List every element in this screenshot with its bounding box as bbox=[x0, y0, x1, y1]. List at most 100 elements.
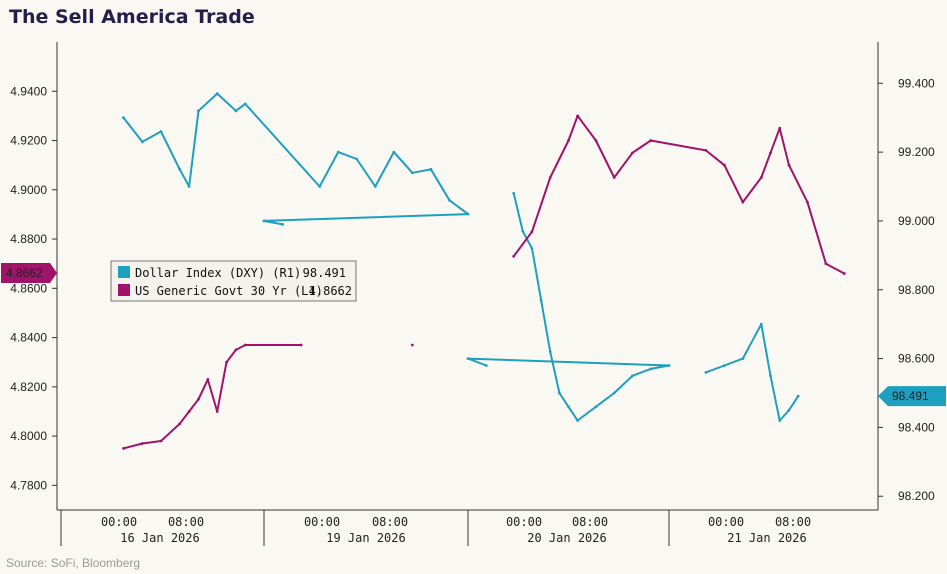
series-point-yield bbox=[206, 378, 210, 381]
x-day-label: 21 Jan 2026 bbox=[727, 531, 806, 545]
series-point-dxy bbox=[178, 167, 182, 171]
series-point-yield bbox=[612, 176, 616, 179]
series-point-yield bbox=[410, 343, 414, 347]
series-point-dxy bbox=[243, 102, 247, 106]
right-tick-label: 99.000 bbox=[898, 214, 935, 228]
series-point-dxy bbox=[215, 92, 219, 96]
x-tick-label: 00:00 bbox=[101, 515, 137, 529]
series-point-dxy bbox=[557, 391, 561, 395]
series-point-yield bbox=[215, 410, 219, 413]
x-tick-label: 08:00 bbox=[572, 515, 608, 529]
series-point-dxy bbox=[466, 357, 470, 360]
x-tick-label: 08:00 bbox=[168, 515, 204, 529]
series-point-dxy bbox=[281, 222, 284, 226]
right-tick-label: 98.600 bbox=[898, 352, 935, 366]
legend-box bbox=[110, 260, 357, 302]
series-point-dxy bbox=[355, 157, 359, 161]
series-point-dxy bbox=[649, 367, 653, 371]
x-tick-label: 08:00 bbox=[372, 515, 408, 529]
left-tick-label: 4.8800 bbox=[10, 232, 47, 246]
series-point-yield bbox=[243, 343, 247, 347]
left-axis: 4.7800 4.8000 4.8200 4.8400 4.8600 4.8800 4.90… bbox=[10, 42, 58, 510]
series-point-yield bbox=[548, 176, 552, 179]
series-point-dxy bbox=[410, 171, 414, 175]
series-point-yield bbox=[225, 360, 228, 364]
left-tick-label: 4.9400 bbox=[10, 84, 47, 98]
series-point-dxy bbox=[548, 350, 552, 354]
series-point-dxy bbox=[594, 405, 598, 409]
series-point-yield bbox=[512, 254, 516, 258]
right-tick-label: 98.200 bbox=[898, 489, 935, 503]
left-tick-label: 4.8400 bbox=[10, 331, 47, 345]
series-point-yield bbox=[299, 343, 303, 347]
left-tick-label: 4.8200 bbox=[10, 380, 47, 394]
left-tick-label: 4.9200 bbox=[10, 134, 47, 148]
value-tags: 4.8662 98.491 bbox=[1, 263, 946, 407]
left-tick-label: 4.8600 bbox=[10, 281, 47, 295]
series-point-yield bbox=[122, 447, 125, 450]
right-tick-label: 98.400 bbox=[898, 420, 935, 434]
series-point-yield bbox=[741, 200, 745, 204]
series-point-dxy bbox=[262, 219, 266, 223]
series-point-dxy bbox=[187, 185, 191, 188]
series-point-yield bbox=[187, 410, 191, 413]
x-day-label: 20 Jan 2026 bbox=[527, 531, 606, 545]
series-point-dxy bbox=[567, 405, 570, 409]
series-point-yield bbox=[778, 126, 782, 130]
series-point-dxy bbox=[722, 364, 726, 367]
source-note: Source: SoFi, Bloomberg bbox=[6, 556, 141, 570]
series-point-yield bbox=[704, 148, 708, 152]
series-point-dxy bbox=[530, 247, 534, 250]
series-point-dxy bbox=[484, 364, 488, 367]
series-point-dxy bbox=[140, 140, 144, 144]
series-point-yield bbox=[842, 272, 846, 275]
series-point-yield bbox=[824, 262, 828, 266]
series-point-yield bbox=[649, 139, 653, 142]
series-point-yield bbox=[197, 397, 200, 401]
series-point-yield bbox=[576, 114, 580, 118]
x-tick-label: 00:00 bbox=[708, 515, 744, 529]
dxy-last-value-tag bbox=[878, 386, 946, 407]
legend-value-dxy: 98.491 bbox=[303, 266, 346, 280]
series-point-dxy bbox=[318, 185, 322, 188]
series-point-dxy bbox=[512, 192, 516, 195]
x-tick-label: 00:00 bbox=[506, 515, 542, 529]
series-point-yield bbox=[631, 151, 634, 155]
legend-swatch-yield bbox=[118, 284, 130, 296]
right-tick-label: 99.200 bbox=[898, 145, 935, 159]
series-point-dxy bbox=[796, 394, 800, 398]
series-point-dxy bbox=[667, 364, 671, 367]
legend-label-dxy: Dollar Index (DXY) (R1) bbox=[135, 266, 301, 280]
series-point-yield bbox=[594, 139, 598, 142]
series-layer bbox=[122, 92, 846, 450]
x-day-label: 16 Jan 2026 bbox=[120, 531, 199, 545]
series-point-dxy bbox=[197, 109, 200, 113]
series-point-dxy bbox=[741, 357, 745, 360]
series-point-dxy bbox=[631, 374, 634, 378]
left-tick-label: 4.7800 bbox=[10, 478, 47, 492]
series-point-dxy bbox=[576, 419, 580, 422]
series-point-yield bbox=[567, 139, 570, 142]
series-point-yield bbox=[806, 200, 809, 204]
chart-title: The Sell America Trade bbox=[9, 6, 255, 28]
series-point-yield bbox=[159, 439, 163, 443]
x-axis: 00:00 08:00 00:00 08:00 00:00 08:00 00:00 08:00… bbox=[57, 509, 878, 546]
legend-swatch-dxy bbox=[118, 266, 130, 278]
series-point-dxy bbox=[336, 150, 340, 154]
series-point-yield bbox=[787, 163, 791, 167]
left-tick-label: 4.9000 bbox=[10, 183, 47, 197]
series-point-dxy bbox=[769, 374, 772, 378]
series-point-dxy bbox=[539, 298, 543, 302]
right-tick-label: 99.400 bbox=[898, 76, 935, 90]
series-point-yield bbox=[722, 163, 726, 167]
series-point-yield bbox=[234, 348, 238, 352]
series-point-yield bbox=[530, 230, 534, 234]
legend-label-yield: US Generic Govt 30 Yr (L1) bbox=[135, 284, 323, 298]
x-tick-label: 00:00 bbox=[304, 515, 340, 529]
left-tick-label: 4.8000 bbox=[10, 429, 47, 443]
right-tick-label: 98.800 bbox=[898, 283, 935, 297]
series-point-dxy bbox=[448, 198, 451, 202]
series-point-dxy bbox=[787, 408, 791, 412]
yield-last-value-tag bbox=[1, 263, 57, 284]
